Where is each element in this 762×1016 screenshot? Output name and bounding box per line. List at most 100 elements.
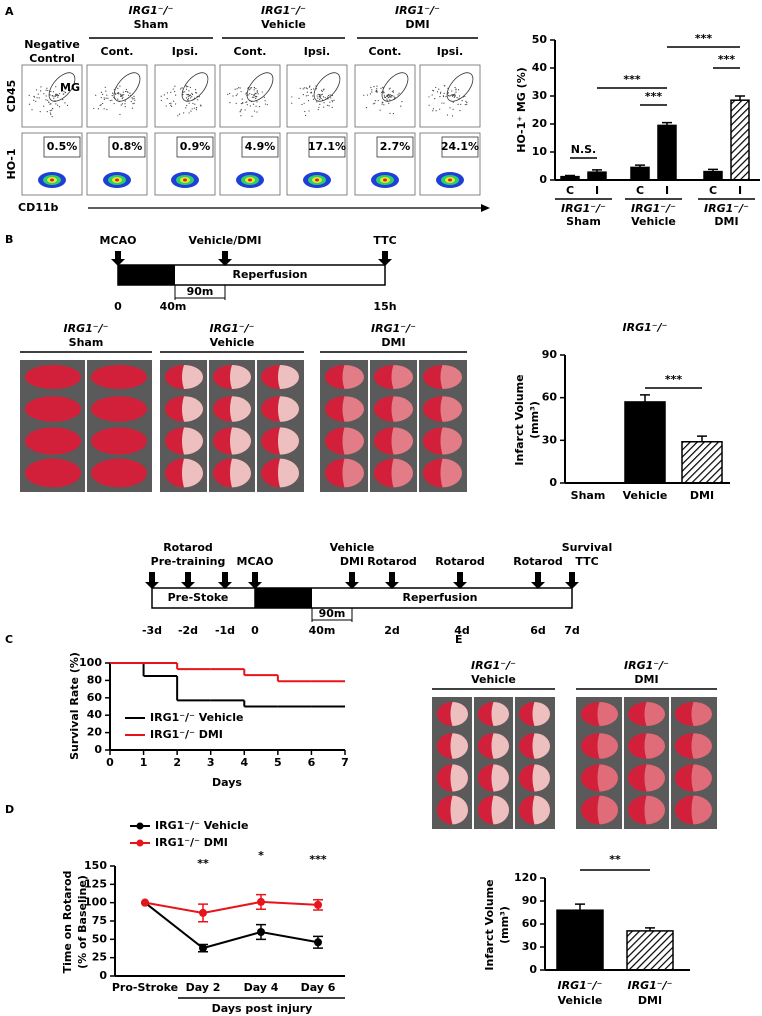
y-tick-label: 20 xyxy=(532,117,548,130)
x-tick-label: C xyxy=(566,184,574,197)
flow-dot xyxy=(249,87,252,89)
flow-dot xyxy=(310,92,312,94)
flow-dot xyxy=(195,107,198,109)
flow-gate xyxy=(313,72,341,102)
y-axis-label: Infarct Volume xyxy=(513,374,526,465)
marker xyxy=(141,898,149,907)
flow-dot xyxy=(305,95,307,97)
flow-dot xyxy=(187,96,189,98)
flow-dot xyxy=(200,105,202,107)
flow-dot xyxy=(454,86,456,89)
y-axis-label: HO-1⁺ MG (%) xyxy=(515,67,528,153)
bar xyxy=(703,170,723,181)
flow-dot xyxy=(253,110,256,112)
brain-slice xyxy=(675,702,712,726)
event-label: TTC xyxy=(373,234,396,247)
flow-dot xyxy=(122,96,124,98)
side-label: Cont. xyxy=(369,45,402,58)
infarct-area xyxy=(597,702,618,726)
flow-dot xyxy=(175,94,177,96)
flow-dot xyxy=(310,88,312,91)
flow-dot xyxy=(133,102,135,104)
flow-dot xyxy=(119,85,121,87)
flow-blob xyxy=(248,178,252,182)
significance-label: *** xyxy=(309,853,327,866)
flow-dot xyxy=(48,101,50,103)
flow-dot xyxy=(428,96,430,98)
flow-dot xyxy=(454,95,456,97)
flow-dot xyxy=(389,99,391,101)
flow-dot xyxy=(308,110,310,112)
phase-label: Reperfusion xyxy=(232,268,307,281)
flow-dot xyxy=(179,88,182,90)
flow-dot xyxy=(386,95,389,97)
timeline-arrow xyxy=(531,572,545,589)
x-tick-label: Day 6 xyxy=(301,981,336,994)
flow-dot xyxy=(51,116,53,118)
infarct-area xyxy=(342,427,364,455)
flow-dot xyxy=(431,94,433,96)
flow-dot xyxy=(382,91,385,93)
brain-slice xyxy=(581,764,618,792)
significance-label: * xyxy=(258,849,264,862)
infarct-area xyxy=(391,365,413,389)
flow-dot xyxy=(433,90,435,92)
infarct-area xyxy=(691,702,713,726)
chart-title: IRG1⁻/⁻ xyxy=(623,321,668,334)
flow-dot xyxy=(401,101,403,103)
timeline-arrow xyxy=(385,572,399,589)
flow-dot xyxy=(172,88,174,90)
event-label: Rotarod xyxy=(435,555,485,568)
flow-dot xyxy=(375,91,377,93)
flow-dot xyxy=(383,92,385,94)
flow-dot xyxy=(442,95,445,98)
flow-dot xyxy=(104,86,106,88)
flow-dot xyxy=(458,97,460,99)
error-bar xyxy=(662,121,672,126)
flow-dot xyxy=(397,94,399,96)
infarct-area xyxy=(597,733,618,759)
flow-dot xyxy=(389,87,391,89)
infarct-area xyxy=(644,764,665,792)
significance-label: ** xyxy=(609,853,621,866)
flow-dot xyxy=(124,90,127,93)
flow-dot xyxy=(387,96,389,98)
y-axis-label: Infarct Volume xyxy=(483,879,496,970)
flow-dot xyxy=(255,93,257,95)
flow-dot xyxy=(455,89,457,91)
flow-dot xyxy=(443,102,445,104)
flow-dot xyxy=(107,97,109,99)
flow-dot xyxy=(400,105,402,107)
interval-label: 90m xyxy=(319,607,346,620)
marker xyxy=(314,900,322,909)
y-tick-label: 30 xyxy=(542,433,558,446)
x-tick-label: Vehicle xyxy=(558,994,603,1007)
y-tick-label: 10 xyxy=(532,145,548,158)
flow-dot xyxy=(50,113,52,115)
significance-label: *** xyxy=(718,53,736,66)
flow-dot xyxy=(250,87,253,89)
flow-dot xyxy=(252,103,255,105)
flow-dot xyxy=(369,93,372,95)
flow-dot xyxy=(449,107,451,109)
flow-dot xyxy=(120,94,122,96)
flow-dot xyxy=(38,97,40,99)
flow-dot xyxy=(182,91,184,93)
x-axis-label: Days post injury xyxy=(212,1002,313,1015)
flow-dot xyxy=(251,96,253,98)
flow-dot xyxy=(387,96,390,99)
gate-label: MG xyxy=(60,81,80,94)
side-label: Ipsi. xyxy=(172,45,198,58)
time-label: 0 xyxy=(251,624,259,637)
time-label: 15h xyxy=(373,300,396,313)
flow-dot xyxy=(197,99,199,101)
group-genotype: IRG1⁻/⁻ xyxy=(628,979,673,992)
flow-dot xyxy=(440,91,442,93)
flow-dot xyxy=(317,108,319,111)
infarct-area xyxy=(230,365,251,389)
flow-dot xyxy=(239,111,241,113)
flow-dot xyxy=(452,108,454,110)
y-axis-label: Survival Rate (%) xyxy=(68,652,81,760)
brain-slice xyxy=(675,733,712,759)
infarct-area xyxy=(597,795,619,825)
